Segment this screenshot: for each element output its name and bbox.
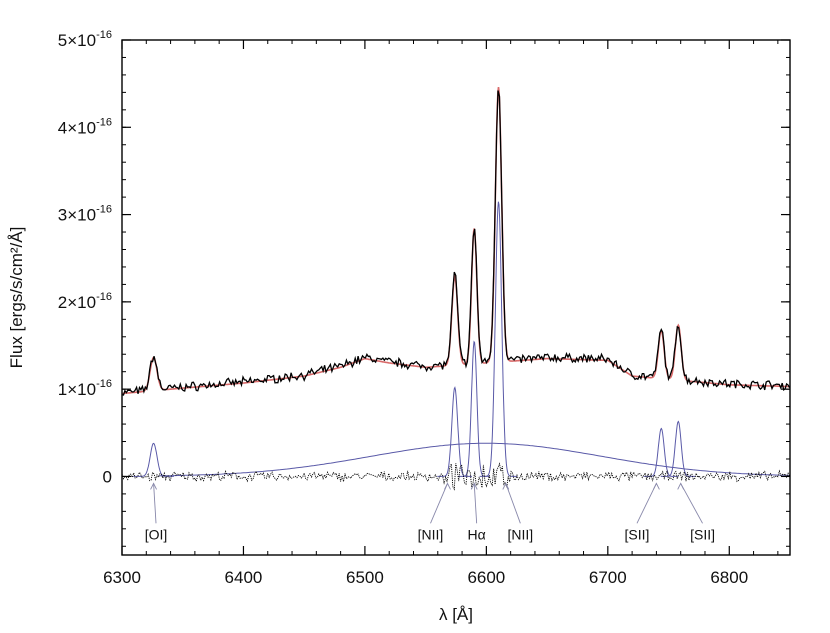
emission-line-label: [NII] xyxy=(418,526,444,542)
y-axis-label: Flux [ergs/s/cm²/Å] xyxy=(7,227,26,369)
arrow-head xyxy=(652,482,660,490)
arrow-head xyxy=(444,482,451,490)
emission-line-label: [SII] xyxy=(625,526,650,542)
emission-line-label: [NII] xyxy=(508,526,534,542)
plot-content: [OI] [NII] Hα [NII] [SII] [SII] xyxy=(122,87,790,542)
arrow-head xyxy=(470,482,478,490)
line-id-arrow xyxy=(680,483,703,524)
gaussian-component xyxy=(479,201,518,477)
x-tick-label: 6300 xyxy=(103,568,141,587)
line-id-arrow xyxy=(153,483,157,524)
arrow-head xyxy=(150,482,157,490)
x-tick-label: 6700 xyxy=(589,568,627,587)
y-tick-label: 3×10-16 xyxy=(58,204,112,225)
arrow-head xyxy=(677,482,685,490)
y-tick-label: 2×10-16 xyxy=(58,291,112,312)
x-tick-label: 6500 xyxy=(346,568,384,587)
arrow-head xyxy=(502,482,510,490)
series-group xyxy=(122,87,790,491)
plot-frame xyxy=(121,39,791,556)
gaussian-component xyxy=(643,427,679,477)
x-tick-label: 6600 xyxy=(467,568,505,587)
line-id-arrow xyxy=(636,483,657,524)
y-tick-label: 4×10-16 xyxy=(58,116,112,137)
line-id-arrow xyxy=(430,483,448,524)
y-tick-label: 1×10-16 xyxy=(58,378,112,399)
x-tick-label: 6400 xyxy=(225,568,263,587)
y-tick-label: 5×10-16 xyxy=(58,29,112,50)
gaussian-component xyxy=(133,442,174,477)
y-tick-label: 0 xyxy=(103,467,112,486)
gaussian-component xyxy=(437,386,472,477)
residuals xyxy=(122,462,790,491)
broad-component xyxy=(158,442,790,477)
line-id-arrow xyxy=(473,483,478,524)
emission-line-label: [SII] xyxy=(690,526,715,542)
x-axis-label: λ [Å] xyxy=(439,605,473,624)
x-tick-label: 6800 xyxy=(710,568,748,587)
emission-line-label: [OI] xyxy=(145,526,168,542)
gaussian-component xyxy=(660,420,696,477)
emission-line-label: Hα xyxy=(468,526,486,542)
line-id-arrow xyxy=(505,483,521,524)
observed-spectrum xyxy=(122,90,790,396)
